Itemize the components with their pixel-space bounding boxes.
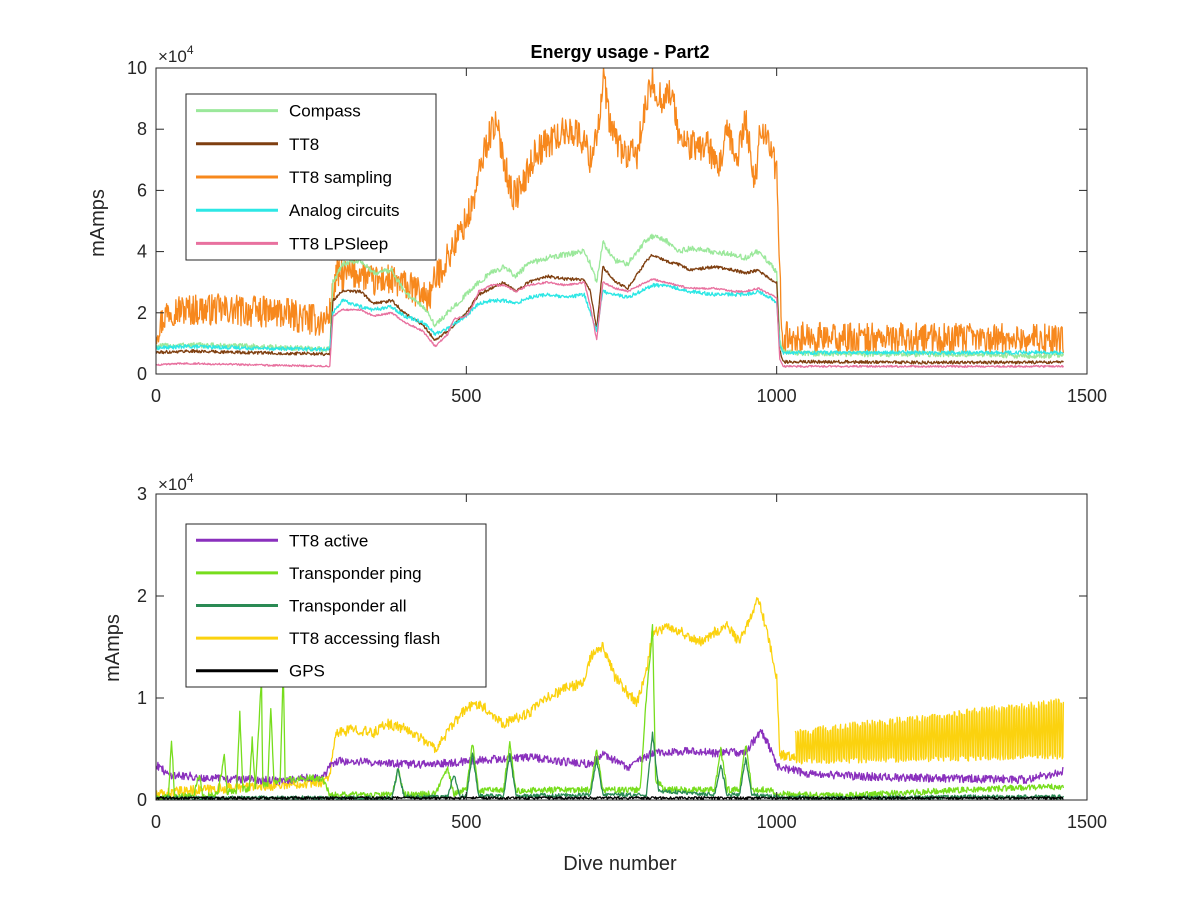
y-multiplier-exp-top: 4 <box>187 43 194 57</box>
legend-label-tt8-lpsleep: TT8 LPSleep <box>289 234 388 253</box>
y-tick-label: 0 <box>137 364 147 384</box>
series-line-analog-circuits <box>156 282 1064 356</box>
chart-title: Energy usage - Part2 <box>530 42 709 62</box>
y-multiplier-top: ×104 <box>158 43 194 66</box>
y-tick-label: 2 <box>137 303 147 323</box>
x-tick-label: 0 <box>151 812 161 832</box>
legend-bottom: TT8 active Transponder ping Transponder al… <box>185 523 487 688</box>
y-multiplier-base-bottom: ×10 <box>158 475 187 494</box>
x-axis-label-bottom: Dive number <box>563 853 677 875</box>
ticks-top: 0 500 1000 1500 0 2 4 6 8 10 <box>127 58 1107 406</box>
series-line-tt8 <box>156 253 1064 365</box>
y-tick-label: 3 <box>137 484 147 504</box>
plot-area-top <box>156 68 1065 368</box>
y-tick-label: 8 <box>137 119 147 139</box>
legend-label-gps: GPS <box>289 662 325 681</box>
y-tick-label: 6 <box>137 180 147 200</box>
y-multiplier-base-top: ×10 <box>158 47 187 66</box>
chart-energy-usage-top: Energy usage - Part2 ×104 mAmps 0 500 1000… <box>87 42 1107 406</box>
x-tick-label: 500 <box>451 386 481 406</box>
legend-label-analog-circuits: Analog circuits <box>289 201 400 220</box>
legend-label-transponder-all: Transponder all <box>289 597 407 616</box>
y-multiplier-bottom: ×104 <box>158 471 194 494</box>
ticks-bottom: 0 500 1000 1500 0 1 2 3 <box>137 484 1107 832</box>
x-tick-label: 0 <box>151 386 161 406</box>
legend-label-compass: Compass <box>289 102 361 121</box>
legend-top: Compass TT8 TT8 sampling Analog circuits TT8… <box>185 93 437 261</box>
y-tick-label: 10 <box>127 58 147 78</box>
series-line-gps <box>156 796 1064 800</box>
axes-frame-top <box>155 67 1088 375</box>
y-tick-label: 2 <box>137 586 147 606</box>
y-tick-label: 1 <box>137 688 147 708</box>
series-line-tt8-lpsleep <box>156 278 1064 368</box>
chart-energy-usage-bottom: ×104 mAmps Dive number 0 500 1000 15000123 … <box>102 471 1107 875</box>
legend-label-transponder-ping: Transponder ping <box>289 564 422 583</box>
series-line-transponder-ping <box>156 624 1065 800</box>
y-tick-label: 0 <box>137 790 147 810</box>
series-line-tt8-accessing-flash-band <box>794 698 1065 765</box>
x-tick-label: 1500 <box>1067 386 1107 406</box>
y-tick-label: 4 <box>137 242 147 262</box>
x-tick-label: 1500 <box>1067 812 1107 832</box>
x-tick-label: 500 <box>451 812 481 832</box>
legend-label-tt8-accessing-flash: TT8 accessing flash <box>289 629 440 648</box>
x-tick-label: 1000 <box>757 812 797 832</box>
y-axis-label-bottom: mAmps <box>102 614 124 682</box>
x-tick-label: 1000 <box>757 386 797 406</box>
y-multiplier-exp-bottom: 4 <box>187 471 194 485</box>
plot-area-bottom <box>156 597 1065 800</box>
axes-frame-bottom <box>155 493 1088 801</box>
legend-label-tt8: TT8 <box>289 135 319 154</box>
legend-label-tt8-active: TT8 active <box>289 531 368 550</box>
legend-label-tt8-sampling: TT8 sampling <box>289 168 392 187</box>
y-axis-label-top: mAmps <box>87 189 109 257</box>
